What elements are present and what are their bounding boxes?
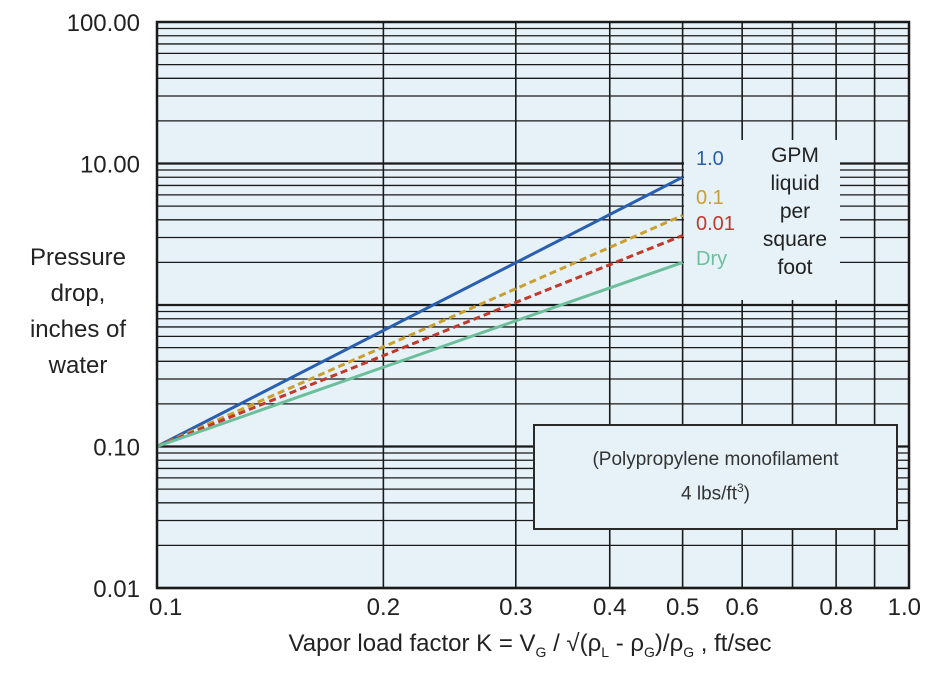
x-tick-label: 0.2 [367,594,400,621]
y-axis-title: Pressure drop, inches of water [4,240,152,384]
legend-item-1-0: 1.0 [696,148,724,170]
y-axis-title-line: Pressure [29,244,127,271]
legend-title: GPM liquid per square foot [762,144,828,279]
tick-labels: 0.1 0.2 0.3 0.4 0.5 0.6 0.8 1.0 0.01 0.10 10.00 100… [67,10,921,621]
annotation-line: (Polypropylene monofilament [592,448,839,470]
y-tick-label: 100.00 [67,10,140,37]
series-line-0-1 [156,213,684,448]
annotation-box: (Polypropylene monofilament 4 lbs/ft3) [533,424,898,530]
x-tick-label: 0.6 [725,594,758,621]
legend-panel [684,140,840,300]
x-tick-label: 1.0 [888,594,921,621]
x-tick-label: 0.4 [593,594,626,621]
series-line-0-01 [156,234,684,448]
legend-item-0-01: 0.01 [696,213,735,235]
y-tick-label: 0.01 [93,576,140,603]
legend-item-0-1: 0.1 [696,187,724,209]
legend-item-dry: Dry [696,248,728,270]
annotation-line: 4 lbs/ft3) [681,480,750,505]
series-line-dry [156,260,684,448]
plot-frame [155,20,911,590]
x-tick-label: 0.5 [666,594,699,621]
y-tick-label: 0.10 [93,435,140,462]
x-tick-label: 0.8 [819,594,852,621]
y-axis-title-line: inches of [29,316,127,343]
x-tick-label: 0.3 [499,594,532,621]
x-tick-label: 0.1 [149,594,182,621]
y-axis-title-line: drop, [50,280,106,307]
x-axis-title: Vapor load factor K = VG / √(ρL - ρG)/ρG… [288,630,772,660]
series-layer [156,175,684,448]
y-axis-title-line: water [48,352,108,379]
y-tick-label: 10.00 [80,152,140,179]
series-line-1-0 [156,175,684,448]
